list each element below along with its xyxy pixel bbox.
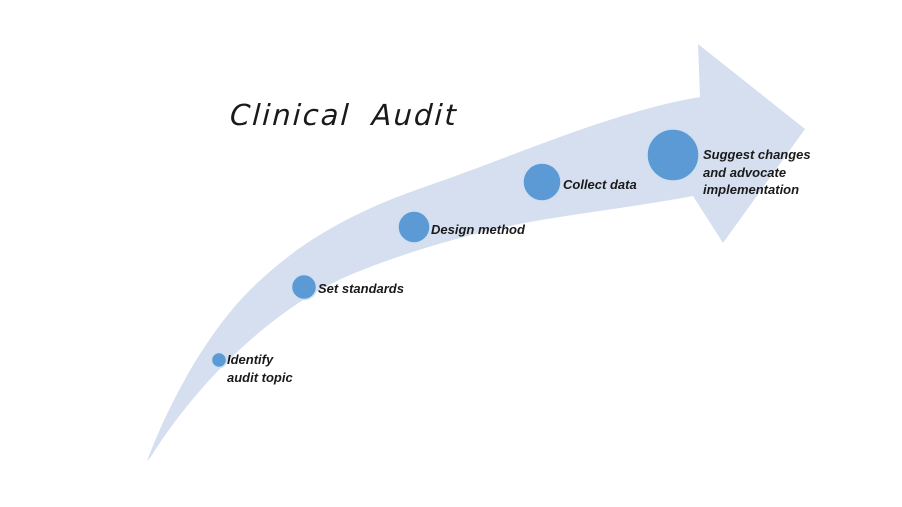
step-circle-3 [397,210,431,244]
arrow-swoosh-shape [147,44,805,461]
page-title: Clinical Audit [229,98,459,132]
step-label-collect-data: Collect data [563,177,637,192]
step-circle-4 [522,162,562,202]
step-circle-2 [290,273,318,301]
step-circle-5 [646,128,700,182]
step-label-set-standards: Set standards [318,281,404,296]
step-label-suggest-changes: Suggest changes and advocate implementat… [703,147,811,198]
step-label-identify-audit-topic: Identify audit topic [227,352,293,385]
step-circle-1 [210,351,228,369]
step-label-design-method: Design method [431,222,525,237]
